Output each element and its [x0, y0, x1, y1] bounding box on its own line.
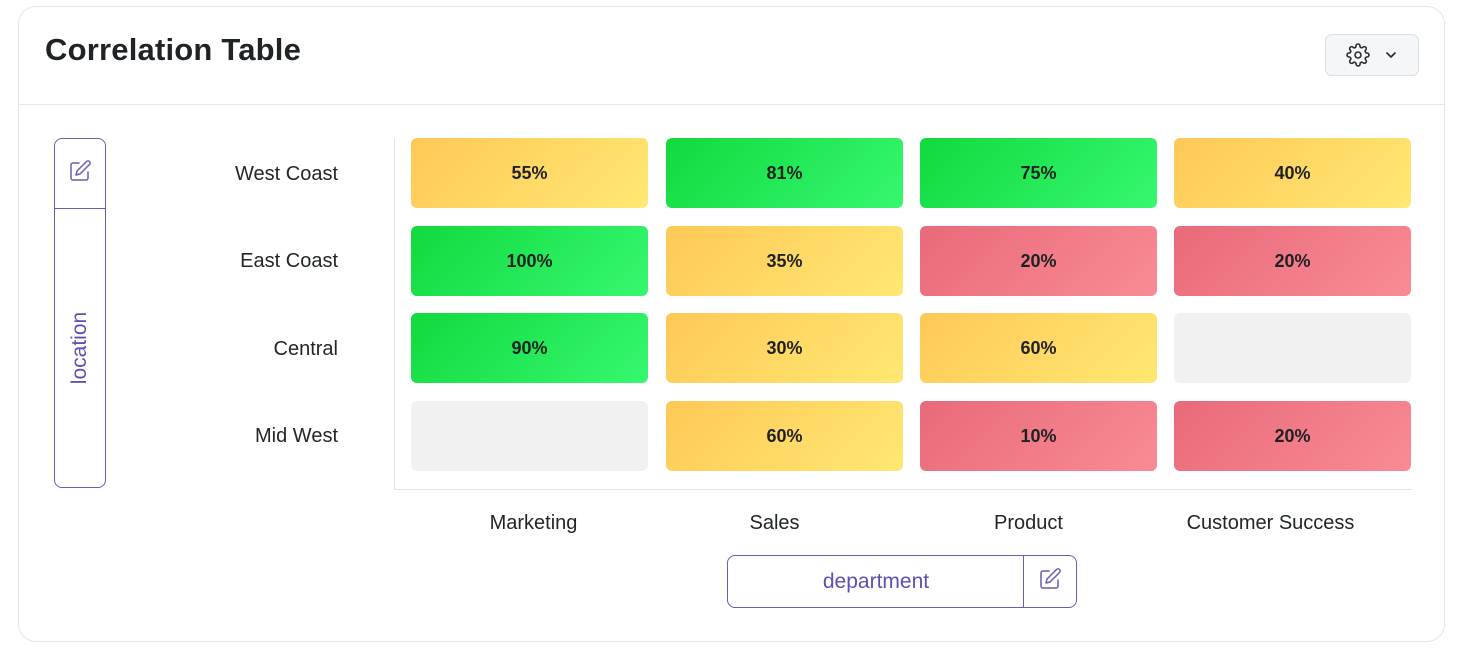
- location-axis-label: location: [68, 311, 92, 385]
- cell-central-product[interactable]: 60%: [920, 313, 1157, 383]
- correlation-table-card: Correlation Table: [18, 6, 1445, 642]
- matrix-bottom-border: [394, 489, 1412, 490]
- location-label-area[interactable]: location: [55, 209, 105, 487]
- card-header: Correlation Table: [19, 7, 1444, 105]
- cell-mid-west-sales[interactable]: 60%: [666, 401, 903, 471]
- column-label-product: Product: [994, 512, 1063, 534]
- department-axis-label[interactable]: department: [822, 569, 930, 593]
- gear-icon: [1346, 43, 1370, 67]
- cell-west-coast-marketing[interactable]: 55%: [411, 138, 648, 208]
- cell-mid-west-marketing[interactable]: [411, 401, 648, 471]
- cell-east-coast-sales[interactable]: 35%: [666, 226, 903, 296]
- location-edit-button[interactable]: [55, 139, 105, 209]
- cell-central-marketing[interactable]: 90%: [411, 313, 648, 383]
- department-axis-selector[interactable]: department: [727, 555, 1077, 608]
- location-axis-selector[interactable]: location: [54, 138, 106, 488]
- department-edit-button[interactable]: [1023, 556, 1076, 607]
- cell-west-coast-customer-success[interactable]: 40%: [1174, 138, 1411, 208]
- settings-dropdown-button[interactable]: [1325, 34, 1419, 76]
- cell-west-coast-product[interactable]: 75%: [920, 138, 1157, 208]
- page-title: Correlation Table: [45, 32, 302, 67]
- matrix-left-border: [394, 138, 395, 490]
- cell-mid-west-product[interactable]: 10%: [920, 401, 1157, 471]
- column-label-marketing: Marketing: [489, 512, 578, 534]
- chevron-down-icon: [1384, 48, 1398, 62]
- column-label-sales: Sales: [749, 512, 800, 534]
- cell-mid-west-customer-success[interactable]: 20%: [1174, 401, 1411, 471]
- column-label-customer-success: Customer Success: [1186, 512, 1355, 534]
- cell-central-customer-success[interactable]: [1174, 313, 1411, 383]
- row-label-central: Central: [273, 338, 338, 360]
- row-label-east-coast: East Coast: [240, 250, 338, 272]
- edit-icon: [1038, 567, 1062, 596]
- row-label-mid-west: Mid West: [255, 425, 338, 447]
- cell-east-coast-customer-success[interactable]: 20%: [1174, 226, 1411, 296]
- cell-east-coast-product[interactable]: 20%: [920, 226, 1157, 296]
- edit-icon: [68, 159, 92, 188]
- row-label-west-coast: West Coast: [235, 163, 338, 185]
- cell-east-coast-marketing[interactable]: 100%: [411, 226, 648, 296]
- cell-west-coast-sales[interactable]: 81%: [666, 138, 903, 208]
- cell-central-sales[interactable]: 30%: [666, 313, 903, 383]
